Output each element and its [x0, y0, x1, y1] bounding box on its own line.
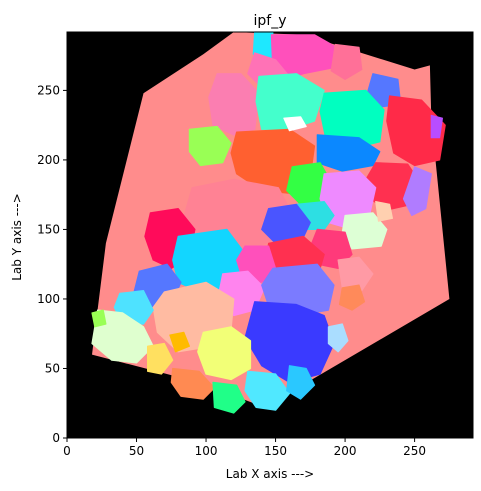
x-tick-label: 50	[129, 444, 144, 458]
x-tick-label: 150	[264, 444, 287, 458]
y-tick-label: 250	[37, 83, 60, 97]
grain-region	[375, 201, 393, 222]
x-tick-label: 100	[195, 444, 218, 458]
y-axis: 0 50 100 150 200 250	[37, 83, 67, 445]
plot-frame	[66, 31, 474, 439]
grain-region	[330, 43, 363, 80]
grain-region	[386, 95, 446, 167]
grain-region	[91, 309, 107, 328]
grain-region	[197, 326, 252, 381]
x-axis: 0 50 100 150 200 250	[63, 438, 426, 458]
y-tick-label: 150	[37, 222, 60, 236]
y-tick-label: 50	[45, 361, 60, 375]
grain-region	[283, 116, 307, 132]
y-tick-label: 100	[37, 292, 60, 306]
x-tick-label: 0	[63, 444, 71, 458]
x-axis-label: Lab X axis --->	[226, 467, 314, 481]
plot-area	[66, 31, 474, 439]
grain-region	[338, 284, 366, 311]
grain-region	[402, 166, 432, 217]
grain-region	[244, 370, 291, 411]
chart-title: ipf_y	[254, 13, 287, 29]
grain-region	[327, 323, 349, 353]
y-axis-label: Lab Y axis --->	[10, 193, 24, 281]
grain-region	[212, 381, 246, 414]
grain-region	[430, 114, 443, 139]
y-tick-label: 0	[52, 431, 60, 445]
grain-region	[286, 365, 316, 400]
grain-region	[188, 125, 232, 167]
x-tick-label: 250	[403, 444, 426, 458]
x-tick-label: 200	[334, 444, 357, 458]
grain-region	[91, 309, 154, 364]
grain-region	[147, 342, 174, 375]
grain-region	[169, 331, 190, 353]
grain-region	[337, 256, 374, 292]
grain-region	[170, 367, 215, 400]
y-tick-label: 200	[37, 153, 60, 167]
